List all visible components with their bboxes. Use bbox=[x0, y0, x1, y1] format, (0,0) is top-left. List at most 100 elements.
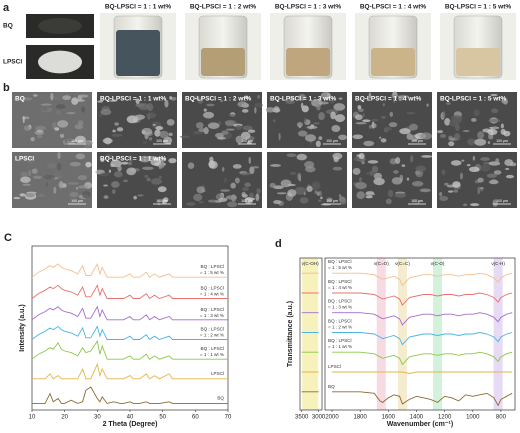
sem-texture bbox=[30, 136, 35, 142]
sem-texture bbox=[412, 198, 421, 205]
sem-texture bbox=[232, 164, 242, 169]
sem-texture bbox=[365, 195, 373, 199]
sem-texture bbox=[297, 172, 302, 181]
sem-texture bbox=[57, 151, 61, 160]
sem-texture bbox=[66, 112, 76, 115]
sem-texture bbox=[235, 124, 242, 130]
sem-texture bbox=[111, 133, 123, 137]
sem-texture bbox=[223, 177, 227, 183]
sem-texture bbox=[203, 111, 215, 119]
sem-texture bbox=[394, 157, 401, 165]
sem-texture bbox=[276, 192, 287, 195]
band-label: ν(C-H) bbox=[491, 261, 505, 266]
sem-texture bbox=[57, 120, 69, 128]
sem-texture bbox=[278, 132, 281, 141]
sem-texture bbox=[448, 141, 455, 147]
sem-texture bbox=[55, 110, 62, 115]
sem-texture bbox=[296, 153, 307, 161]
sem-texture bbox=[244, 95, 249, 99]
sem-texture bbox=[461, 159, 465, 162]
sem-texture bbox=[303, 192, 306, 196]
sem-texture bbox=[373, 172, 383, 180]
sem-texture bbox=[28, 158, 34, 165]
sem-texture bbox=[221, 130, 229, 135]
sem-texture bbox=[100, 172, 110, 177]
sem-texture bbox=[367, 160, 379, 164]
sem-texture bbox=[362, 113, 365, 118]
sem-texture bbox=[59, 133, 65, 138]
x-tick-label: 1200 bbox=[438, 415, 452, 421]
sem-texture bbox=[133, 195, 137, 200]
sem-texture bbox=[306, 185, 313, 193]
series-label: BQ : LPSCl = 1 : 4 wt % bbox=[328, 279, 352, 290]
sem-texture bbox=[319, 190, 322, 197]
band bbox=[302, 258, 319, 410]
series-line bbox=[301, 292, 513, 306]
sem-texture bbox=[359, 97, 363, 103]
sem-texture bbox=[13, 196, 21, 200]
sem-texture bbox=[19, 193, 26, 197]
sem-texture bbox=[187, 162, 195, 170]
sem-texture bbox=[415, 165, 427, 172]
sem-texture bbox=[198, 128, 208, 133]
series-line bbox=[301, 351, 513, 366]
sem-texture bbox=[244, 182, 251, 187]
sem-texture bbox=[273, 185, 284, 190]
sem-texture bbox=[78, 185, 89, 189]
x-tick-label: 3000 bbox=[312, 415, 326, 421]
series-line bbox=[301, 312, 513, 326]
sem-texture bbox=[442, 110, 446, 119]
series-label: LPSCl bbox=[211, 371, 224, 376]
sem-texture bbox=[477, 186, 481, 195]
sem-texture bbox=[164, 99, 169, 108]
sem-texture bbox=[166, 119, 175, 126]
sem-texture bbox=[68, 140, 76, 144]
scale-bar-label: 100 μm bbox=[326, 139, 338, 143]
sem-texture bbox=[446, 102, 451, 105]
sem-texture bbox=[452, 181, 461, 188]
series-line bbox=[32, 386, 228, 404]
sem-texture bbox=[255, 193, 260, 202]
photo-label: LPSCl bbox=[3, 59, 22, 66]
sem-texture bbox=[252, 166, 260, 169]
sem-texture bbox=[468, 166, 480, 173]
sem-texture bbox=[245, 197, 256, 201]
sem-texture bbox=[114, 122, 119, 126]
sem-texture bbox=[453, 189, 459, 193]
sem-texture bbox=[76, 186, 79, 190]
sem-texture bbox=[121, 161, 129, 165]
sem-texture bbox=[20, 97, 33, 101]
sem-texture bbox=[441, 169, 446, 175]
sem-texture bbox=[480, 157, 490, 161]
x-tick-label: 3500 bbox=[295, 415, 309, 421]
x-tick-label: 30 bbox=[94, 415, 101, 421]
series-line bbox=[31, 305, 228, 321]
sem-texture bbox=[69, 161, 81, 167]
sem-label: BQ-LPSCl = 1 : 1 wt% bbox=[100, 96, 166, 103]
sem-texture bbox=[406, 111, 416, 115]
sem-texture bbox=[217, 136, 226, 140]
series-line bbox=[31, 339, 228, 360]
sem-texture bbox=[103, 195, 109, 199]
sem-texture bbox=[45, 182, 48, 187]
sem-texture bbox=[198, 201, 205, 204]
sem-texture bbox=[168, 157, 177, 164]
sem-texture bbox=[487, 128, 498, 136]
sem-texture bbox=[500, 123, 504, 129]
sem-texture bbox=[399, 128, 411, 135]
sem-texture bbox=[358, 152, 365, 160]
sem-texture bbox=[285, 100, 295, 104]
series-label: BQ : LPSCl = 1 : 2 wt % bbox=[328, 319, 352, 330]
scale-bar-label: 100 μm bbox=[326, 199, 338, 203]
sem-texture bbox=[492, 126, 498, 129]
sem-texture bbox=[163, 136, 173, 145]
sem-texture bbox=[382, 103, 385, 107]
sem-texture bbox=[297, 130, 308, 137]
sem-texture bbox=[488, 180, 499, 185]
sem-texture bbox=[333, 156, 339, 163]
series-line bbox=[31, 262, 228, 278]
sem-texture bbox=[75, 135, 86, 144]
sem-texture bbox=[313, 122, 320, 125]
series-line bbox=[301, 272, 513, 287]
sem-texture bbox=[316, 104, 321, 111]
